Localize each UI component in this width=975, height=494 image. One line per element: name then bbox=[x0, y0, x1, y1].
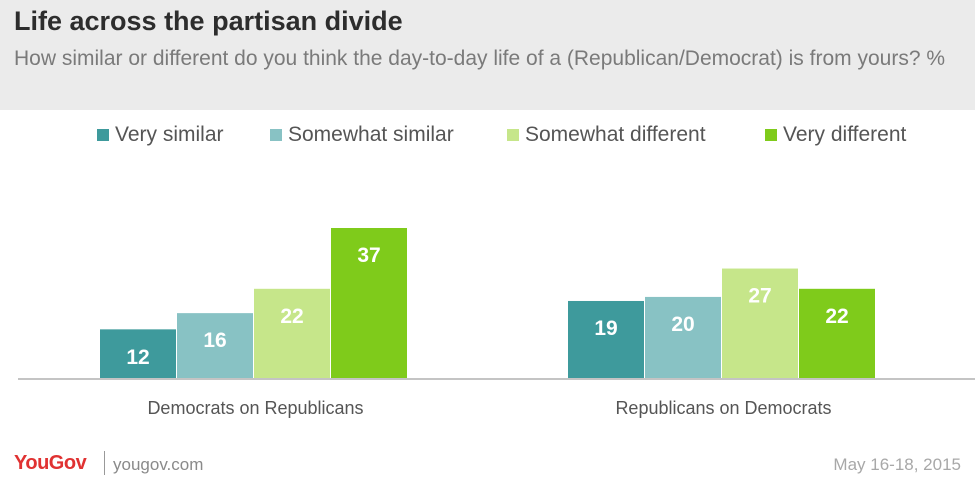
bar bbox=[799, 288, 875, 378]
data-label: 20 bbox=[671, 313, 694, 336]
bar bbox=[331, 228, 407, 378]
yougov-logo: YouGov bbox=[14, 452, 87, 474]
data-label: 12 bbox=[126, 346, 149, 369]
legend-item-very-similar: Very similar bbox=[97, 123, 224, 147]
legend-swatch bbox=[97, 129, 109, 141]
chart-title: Life across the partisan divide bbox=[14, 6, 403, 36]
chart-legend: Very similar Somewhat similar Somewhat d… bbox=[0, 123, 975, 149]
category-label: Republicans on Democrats bbox=[615, 398, 831, 418]
bar bbox=[568, 300, 644, 378]
data-label: 22 bbox=[280, 305, 303, 328]
legend-label: Very similar bbox=[115, 123, 224, 146]
legend-swatch bbox=[765, 129, 777, 141]
bar bbox=[100, 329, 176, 378]
legend-item-very-different: Very different bbox=[765, 123, 906, 147]
bar bbox=[177, 313, 253, 378]
legend-swatch bbox=[507, 129, 519, 141]
bar bbox=[645, 296, 721, 378]
legend-label: Very different bbox=[783, 123, 907, 146]
footer-divider bbox=[104, 451, 105, 475]
chart-header: Life across the partisan divide How simi… bbox=[0, 0, 975, 110]
data-label: 27 bbox=[748, 285, 771, 308]
data-label: 19 bbox=[594, 317, 617, 340]
footer-site: yougov.com bbox=[113, 455, 204, 474]
legend-label: Somewhat different bbox=[525, 123, 706, 146]
data-label: 37 bbox=[357, 244, 380, 267]
data-label: 22 bbox=[825, 305, 848, 328]
data-label: 16 bbox=[203, 329, 226, 352]
legend-item-somewhat-different: Somewhat different bbox=[507, 123, 706, 147]
chart-subtitle: How similar or different do you think th… bbox=[14, 47, 946, 70]
bar bbox=[722, 268, 798, 378]
footer-date: May 16-18, 2015 bbox=[833, 455, 961, 474]
legend-item-somewhat-similar: Somewhat similar bbox=[270, 123, 454, 147]
legend-label: Somewhat similar bbox=[288, 123, 454, 146]
legend-swatch bbox=[270, 129, 282, 141]
category-label: Democrats on Republicans bbox=[147, 398, 363, 418]
bar bbox=[254, 288, 330, 378]
